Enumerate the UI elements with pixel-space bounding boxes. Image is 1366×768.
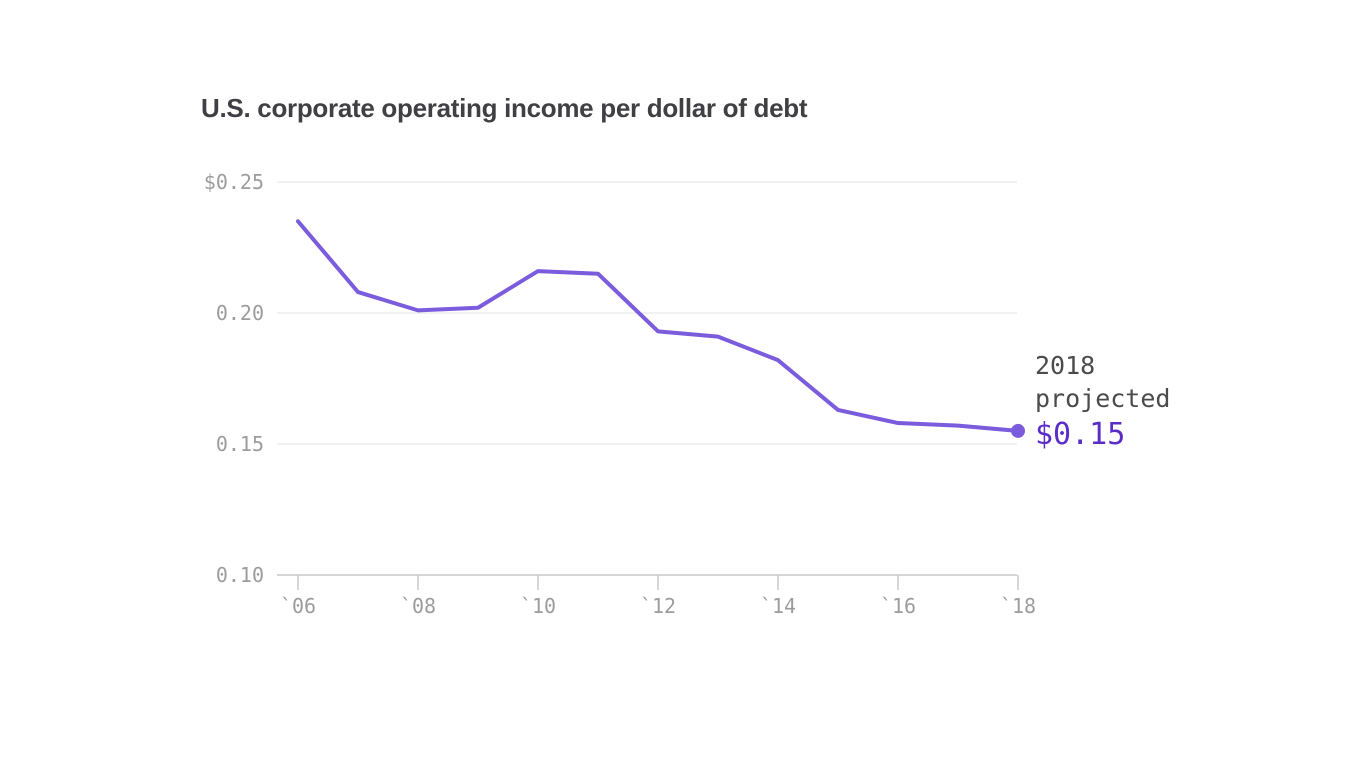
x-axis-tick-label: `14 <box>760 594 796 618</box>
annotation-year-label: 2018 <box>1035 351 1096 380</box>
y-axis-tick-label: 0.15 <box>216 432 264 456</box>
y-axis-tick-label: $0.25 <box>204 170 264 194</box>
x-axis-tick-label: `10 <box>520 594 556 618</box>
y-axis-tick-label: 0.10 <box>216 563 264 587</box>
endpoint-dot <box>1011 423 1025 438</box>
annotation-value-label: $0.15 <box>1035 417 1126 452</box>
endpoint-annotation: 2018 projected $0.15 <box>1035 349 1170 453</box>
x-axis-tick-label: `16 <box>880 594 916 618</box>
y-axis-tick-label: 0.20 <box>216 301 264 325</box>
x-axis-tick-label: `18 <box>1000 594 1036 618</box>
chart-title: U.S. corporate operating income per doll… <box>201 93 808 123</box>
x-axis-tick-label: `08 <box>400 594 436 618</box>
annotation-projected-label: projected <box>1035 384 1171 413</box>
data-line <box>296 219 1020 433</box>
x-axis-tick-label: `12 <box>640 594 676 618</box>
x-axis-tick-label: `06 <box>280 594 316 618</box>
